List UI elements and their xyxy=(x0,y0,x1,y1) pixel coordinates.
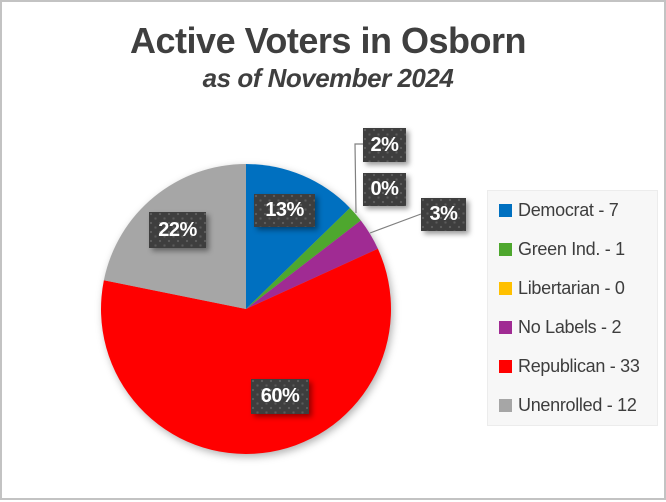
leader-line-no-labels xyxy=(369,213,422,234)
legend-item-republican[interactable]: Republican - 33 xyxy=(488,356,657,377)
slice-label-libertarian: 0% xyxy=(363,173,406,206)
legend-item-no-labels[interactable]: No Labels - 2 xyxy=(488,317,657,338)
legend-label: Libertarian - 0 xyxy=(518,278,625,298)
slice-label-democrat: 13% xyxy=(254,194,315,227)
legend-label: Republican - 33 xyxy=(518,356,640,376)
legend-label: No Labels - 2 xyxy=(518,317,622,337)
legend-swatch xyxy=(499,321,512,334)
pie-slice-republican[interactable] xyxy=(101,248,392,454)
legend-item-green-ind[interactable]: Green Ind. - 1 xyxy=(488,239,657,260)
slice-label-no-labels: 3% xyxy=(421,198,466,231)
pie-slice-no-labels[interactable] xyxy=(246,220,378,309)
legend-item-democrat[interactable]: Democrat - 7 xyxy=(488,200,657,221)
legend: Democrat - 7 Green Ind. - 1 Libertarian - … xyxy=(487,190,658,426)
legend-label: Green Ind. - 1 xyxy=(518,239,625,259)
leader-line-green-ind xyxy=(354,143,363,214)
legend-label: Unenrolled - 12 xyxy=(518,395,637,415)
legend-label: Democrat - 7 xyxy=(518,200,619,220)
legend-item-unenrolled[interactable]: Unenrolled - 12 xyxy=(488,395,657,416)
slice-label-unenrolled: 22% xyxy=(149,212,206,248)
legend-swatch xyxy=(499,399,512,412)
slice-label-green-ind: 2% xyxy=(363,128,406,162)
legend-swatch xyxy=(499,243,512,256)
legend-swatch xyxy=(499,204,512,217)
pie-slice-green-ind[interactable] xyxy=(246,207,361,309)
legend-swatch xyxy=(499,282,512,295)
legend-swatch xyxy=(499,360,512,373)
slice-label-republican: 60% xyxy=(251,379,309,414)
legend-item-libertarian[interactable]: Libertarian - 0 xyxy=(488,278,657,299)
